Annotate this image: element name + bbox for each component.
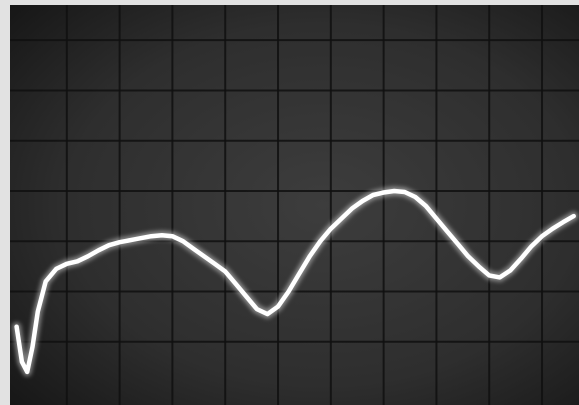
grid (10, 5, 579, 405)
scope-screen (10, 5, 579, 405)
trace-line (14, 188, 576, 375)
trace (12, 186, 579, 377)
